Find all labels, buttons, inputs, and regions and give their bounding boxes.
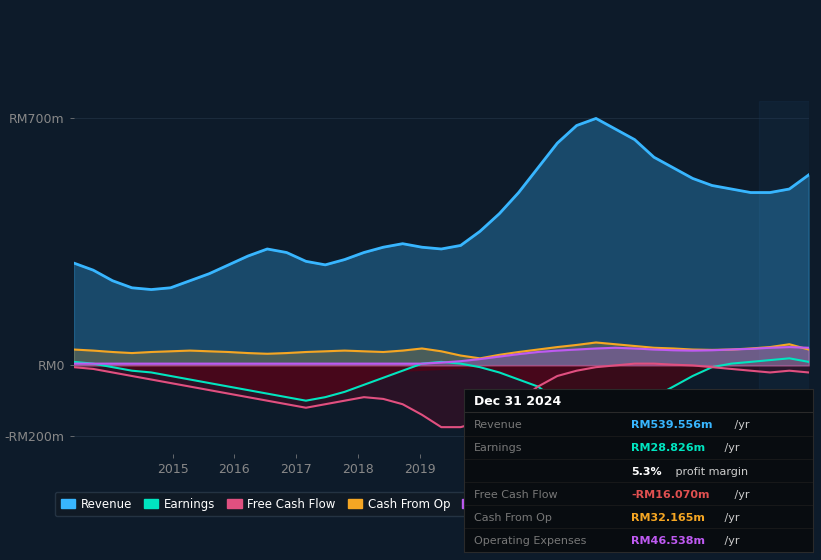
Text: /yr: /yr <box>731 490 750 500</box>
Text: RM46.538m: RM46.538m <box>631 536 705 546</box>
Text: Free Cash Flow: Free Cash Flow <box>475 490 558 500</box>
Text: Cash From Op: Cash From Op <box>475 513 553 523</box>
Text: profit margin: profit margin <box>672 466 748 477</box>
Text: RM539.556m: RM539.556m <box>631 420 713 430</box>
Bar <box>759 101 809 454</box>
Text: -RM16.070m: -RM16.070m <box>631 490 710 500</box>
Text: RM32.165m: RM32.165m <box>631 513 705 523</box>
Text: Operating Expenses: Operating Expenses <box>475 536 587 546</box>
Text: 5.3%: 5.3% <box>631 466 662 477</box>
Text: /yr: /yr <box>721 444 740 454</box>
Text: Dec 31 2024: Dec 31 2024 <box>475 395 562 408</box>
Text: RM28.826m: RM28.826m <box>631 444 705 454</box>
Legend: Revenue, Earnings, Free Cash Flow, Cash From Op, Operating Expenses: Revenue, Earnings, Free Cash Flow, Cash … <box>55 492 608 516</box>
Text: /yr: /yr <box>731 420 750 430</box>
Text: /yr: /yr <box>721 513 740 523</box>
Text: /yr: /yr <box>721 536 740 546</box>
Text: Revenue: Revenue <box>475 420 523 430</box>
Text: Earnings: Earnings <box>475 444 523 454</box>
